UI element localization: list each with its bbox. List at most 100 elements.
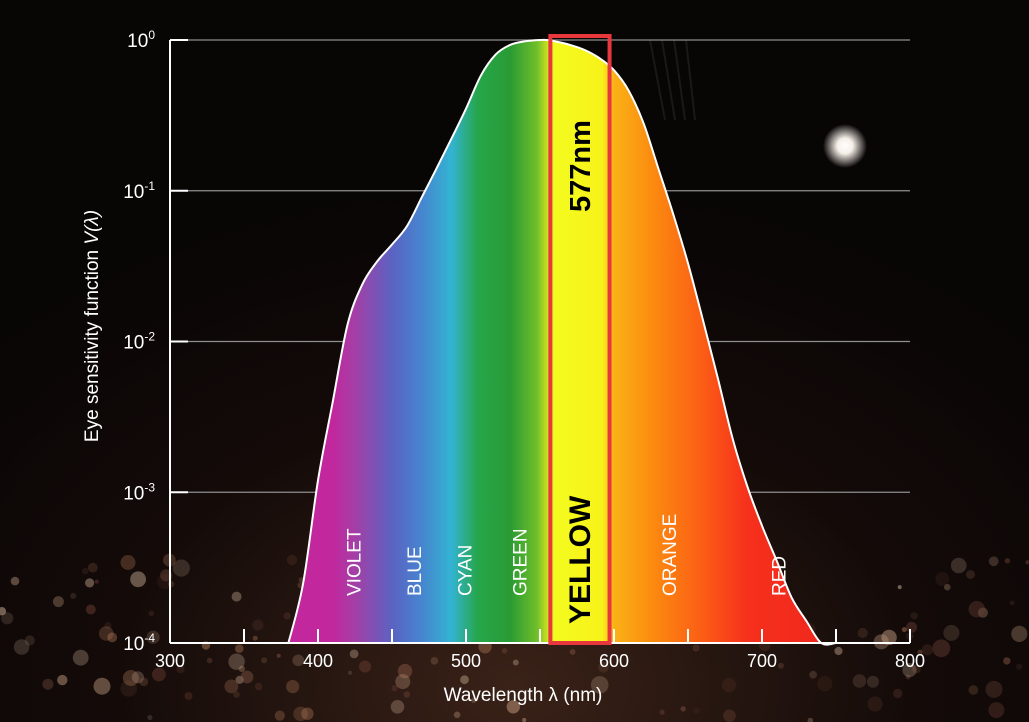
light-streak	[649, 39, 666, 121]
bokeh-light	[453, 711, 461, 719]
yellow-band-label: YELLOW	[564, 495, 597, 624]
bokeh-light	[988, 556, 999, 567]
bokeh-light	[316, 657, 322, 663]
band-label-orange: ORANGE	[660, 514, 681, 596]
bokeh-light	[57, 674, 68, 686]
bokeh-light	[52, 596, 64, 608]
bokeh-light	[292, 654, 305, 667]
bokeh-light	[146, 630, 160, 644]
bokeh-light	[235, 644, 244, 653]
bokeh-light	[873, 634, 889, 650]
bokeh-light	[693, 707, 700, 714]
bokeh-light	[881, 629, 897, 646]
bokeh-light	[968, 601, 985, 618]
bokeh-light	[501, 648, 508, 654]
bokeh-light	[968, 685, 979, 695]
bokeh-light	[397, 663, 413, 679]
bokeh-light	[24, 635, 35, 646]
bokeh-light	[935, 572, 950, 586]
bokeh-light	[680, 706, 686, 712]
band-label-blue: BLUE	[405, 546, 426, 596]
bokeh-light	[131, 671, 144, 684]
bokeh-light	[659, 709, 665, 715]
bokeh-light	[988, 702, 1005, 719]
bokeh-light	[1025, 560, 1029, 565]
light-streak	[685, 39, 696, 121]
bokeh-light	[901, 627, 907, 633]
light-streak	[661, 39, 676, 121]
bokeh-light	[157, 573, 173, 590]
bokeh-light	[912, 664, 921, 674]
bokeh-light	[1016, 663, 1023, 670]
bokeh-light	[206, 657, 213, 664]
y-ticks: 100 10-1 10-2 10-3 10-4	[123, 28, 188, 655]
y-axis-label-text: Eye sensitivity function	[82, 245, 103, 442]
bokeh-light	[512, 659, 519, 666]
y-tick-label: 10-2	[123, 330, 155, 354]
bokeh-light	[897, 585, 902, 590]
bokeh-light	[228, 653, 245, 670]
bokeh-light	[807, 717, 814, 722]
bokeh-light	[42, 678, 54, 690]
bokeh-light	[852, 674, 867, 688]
bokeh-light	[471, 697, 477, 703]
bokeh-light	[139, 677, 149, 687]
bokeh-light	[598, 661, 609, 673]
x-tick-label: 300	[155, 651, 185, 671]
bokeh-light	[274, 710, 285, 721]
bokeh-light	[122, 670, 139, 686]
bokeh-light	[85, 604, 96, 615]
bokeh-light	[104, 622, 112, 630]
band-label-red: RED	[769, 556, 790, 596]
bokeh-light	[932, 639, 951, 658]
bokeh-light	[430, 657, 439, 665]
bokeh-light	[70, 592, 77, 600]
y-tick-label: 10-3	[123, 480, 155, 504]
bokeh-light	[403, 691, 411, 698]
y-tick-label: 100	[127, 28, 155, 52]
bokeh-light	[0, 607, 7, 616]
bokeh-light	[252, 619, 264, 631]
bokeh-light	[235, 675, 244, 685]
bokeh-light	[721, 677, 737, 693]
bokeh-light	[944, 583, 951, 591]
bokeh-light	[349, 649, 359, 659]
bokeh-light	[857, 627, 868, 639]
bokeh-light	[943, 624, 960, 641]
band-label-violet: VIOLET	[345, 528, 366, 596]
bokeh-light	[867, 696, 883, 712]
light-streak	[673, 39, 686, 121]
moon	[823, 124, 867, 168]
x-tick-label: 400	[303, 651, 333, 671]
bokeh-light	[224, 679, 239, 694]
bokeh-light	[87, 562, 98, 573]
y-tick-label: 10-4	[123, 631, 155, 655]
x-tick-label: 500	[451, 651, 481, 671]
bokeh-light	[893, 688, 903, 699]
sensitivity-curve	[287, 38, 837, 646]
bokeh-light	[1003, 657, 1011, 665]
bokeh-light	[905, 674, 911, 680]
bokeh-light	[723, 709, 736, 722]
bokeh-light	[293, 706, 308, 722]
bokeh-light	[107, 632, 118, 643]
bokeh-light	[233, 691, 240, 698]
y-axis-label-symbol: V(λ)	[82, 210, 103, 245]
bokeh-light	[777, 662, 784, 669]
bokeh-light	[152, 667, 166, 682]
y-tick-label: 10-1	[123, 179, 155, 203]
bokeh-light	[72, 649, 89, 666]
bokeh-light	[985, 680, 1003, 698]
band-label-green: GREEN	[510, 528, 531, 596]
bokeh-light	[590, 676, 609, 694]
bokeh-light	[391, 684, 398, 692]
bokeh-light	[950, 557, 967, 574]
x-tick-label: 800	[895, 651, 925, 671]
bokeh-light	[254, 682, 263, 691]
bokeh-light	[98, 626, 114, 641]
bokeh-light	[82, 567, 89, 575]
bokeh-light	[261, 657, 268, 664]
bokeh-light	[817, 676, 833, 692]
bokeh-light	[902, 663, 917, 678]
